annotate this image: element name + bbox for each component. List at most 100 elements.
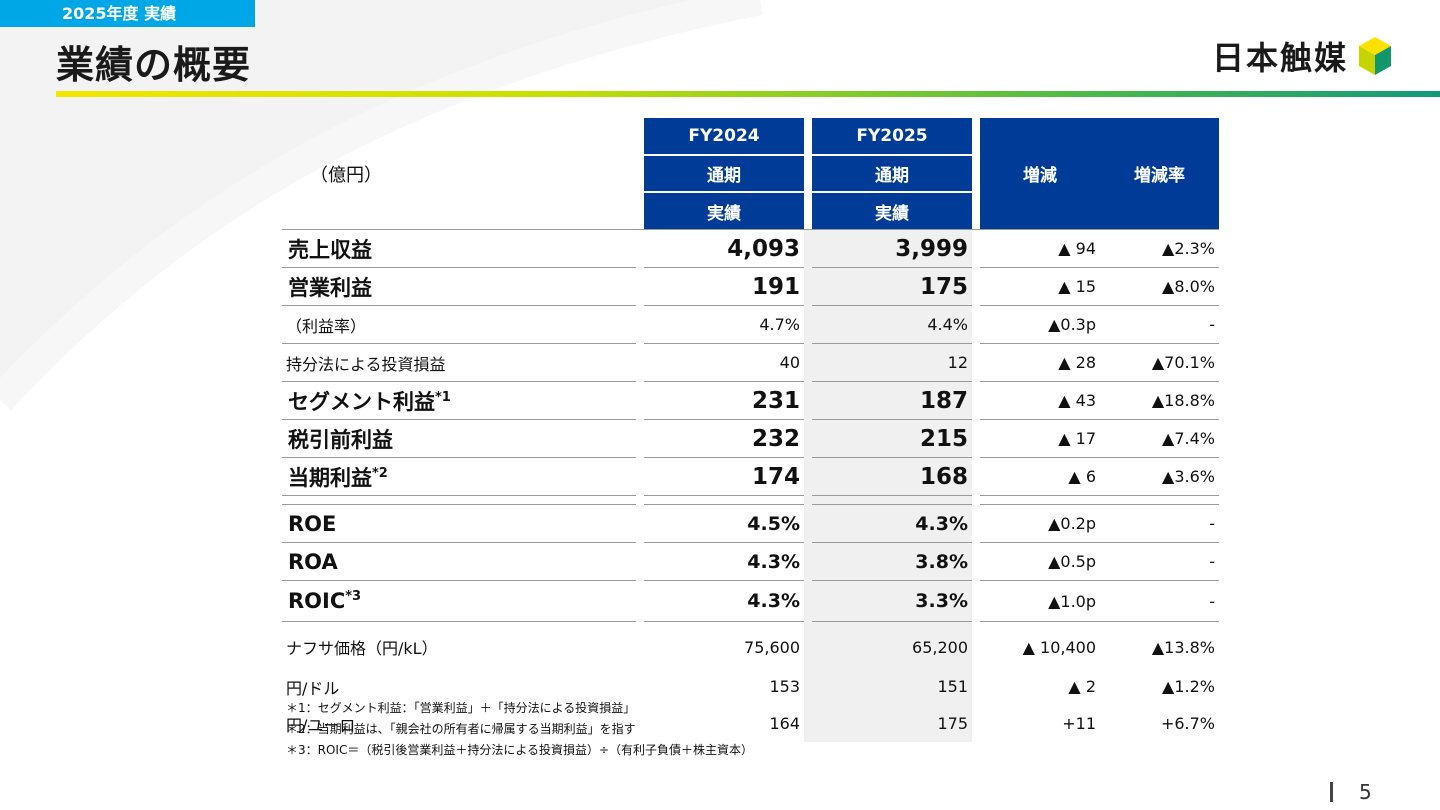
row-label-cell: 当期利益*2	[282, 457, 636, 496]
fy2025-value: 215	[812, 419, 972, 458]
fy2024-value: 174	[644, 457, 804, 496]
row-label: 売上収益	[282, 229, 636, 268]
fy2024-value: 4.3%	[644, 542, 804, 581]
row-label: ROE	[282, 504, 636, 543]
table-row: 営業利益 191 175 ▲ 15 ▲8.0%	[282, 267, 1219, 306]
change-value: ▲ 43	[980, 381, 1100, 420]
footnotes: ＊1：セグメント利益：「営業利益」＋「持分法による投資損益」 ＊2：当期利益は、…	[286, 698, 753, 761]
header-row-year: （億円） FY2024 FY2025 増減 増減率	[282, 118, 1219, 230]
footnote-1: ＊1：セグメント利益：「営業利益」＋「持分法による投資損益」	[286, 701, 636, 715]
financial-summary-table: （億円） FY2024 FY2025 増減 増減率 通期 通期 実績 実績 売上…	[282, 118, 1219, 742]
page-number-area: 5	[1330, 780, 1372, 804]
unit-label: （億円）	[310, 164, 382, 186]
fy2025-value: 3,999	[812, 229, 972, 268]
fy2024-value: 231	[644, 381, 804, 420]
change-value: ▲ 28	[980, 343, 1100, 382]
fy2024-value: 4.7%	[644, 305, 804, 344]
row-label-cell: ROIC*3	[282, 580, 636, 622]
change-rate-value: ▲7.4%	[1100, 419, 1219, 458]
table-row: 税引前利益 232 215 ▲ 17 ▲7.4%	[282, 419, 1219, 458]
fy2024-value: 153	[769, 677, 800, 696]
section-divider	[282, 495, 1219, 505]
footnote-3: ＊3：ROIC＝（税引後営業利益＋持分法による投資損益）÷（有利子負債＋株主資本…	[286, 743, 754, 757]
page-number-divider	[1330, 782, 1333, 802]
change-rate-value: ▲3.6%	[1100, 457, 1219, 496]
change-value: ▲ 94	[980, 229, 1100, 268]
row-label: ナフサ価格（円/kL）	[286, 639, 438, 658]
col-fy2024-type: 実績	[644, 192, 804, 230]
table-row: 円/ユーロ 164 175 +11 +6.7%	[282, 705, 1219, 742]
row-label: 円/ドル	[286, 678, 340, 698]
fy2025-value: 175	[812, 267, 972, 306]
table-row: ROIC*3 4.3% 3.3% ▲1.0p -	[282, 580, 1219, 622]
fy2024-value: 4.5%	[644, 504, 804, 543]
table-row: ROA 4.3% 3.8% ▲0.5p -	[282, 542, 1219, 581]
change-value: ▲ 15	[980, 267, 1100, 306]
row-label: ROA	[282, 542, 636, 581]
table-row: （利益率） 4.7% 4.4% ▲0.3p -	[282, 305, 1219, 344]
page-title: 業績の概要	[56, 43, 252, 87]
table-row: ナフサ価格（円/kL） 75,600 65,200 ▲ 10,400 ▲13.8…	[282, 621, 1219, 668]
fy2025-value: 187	[812, 381, 972, 420]
table-row: 当期利益*2 174 168 ▲ 6 ▲3.6%	[282, 457, 1219, 496]
fy2025-value: 12	[812, 343, 972, 382]
row-label: セグメント利益	[288, 389, 435, 414]
change-value: ▲ 6	[980, 457, 1100, 496]
change-value: ▲ 2	[1068, 677, 1096, 696]
change-rate-value: ▲8.0%	[1100, 267, 1219, 306]
col-fy2024-year: FY2024	[644, 118, 804, 156]
fy2024-value: 164	[769, 714, 800, 733]
table-row: 売上収益 4,093 3,999 ▲ 94 ▲2.3%	[282, 229, 1219, 268]
change-value: ▲ 10,400	[1022, 637, 1096, 657]
change-value: ▲0.5p	[980, 542, 1100, 581]
row-label-cell: セグメント利益*1	[282, 381, 636, 420]
fy2025-value: 175	[812, 705, 972, 742]
col-change-rate: 増減率	[1100, 118, 1219, 230]
company-logo: 日本触媒	[1212, 36, 1392, 77]
row-label: 当期利益	[288, 465, 372, 490]
row-label: 持分法による投資損益	[282, 343, 636, 382]
row-label: 税引前利益	[282, 419, 636, 458]
change-rate-value: ▲13.8%	[1151, 637, 1215, 657]
change-rate-value: +6.7%	[1160, 714, 1215, 733]
fy2025-value: 168	[812, 457, 972, 496]
footnote-2: ＊2：当期利益は、「親会社の所有者に帰属する当期利益」を指す	[286, 722, 636, 736]
table-row: 円/ドル 153 151 ▲ 2 ▲1.2%	[282, 668, 1219, 705]
fy2024-value: 4.3%	[644, 580, 804, 622]
change-rate-value: ▲1.2%	[1162, 677, 1215, 696]
col-fy2025-period: 通期	[812, 155, 972, 193]
section-tag: 2025年度 実績	[0, 0, 255, 27]
change-rate-value: -	[1100, 542, 1219, 581]
catalyst-cube-logo-icon	[1359, 37, 1392, 75]
fy2024-value: 40	[644, 343, 804, 382]
footnote-ref: *3	[345, 589, 362, 604]
row-label: 円/ユーロ	[286, 715, 356, 735]
title-underline	[56, 91, 1440, 97]
footnote-ref: *1	[435, 389, 451, 405]
change-value: ▲0.2p	[980, 504, 1100, 543]
change-rate-value: -	[1100, 580, 1219, 622]
change-value: ▲1.0p	[980, 580, 1100, 622]
fy2025-value: 65,200	[812, 621, 972, 668]
fy2024-value: 4,093	[644, 229, 804, 268]
fy2025-value: 151	[812, 668, 972, 705]
table-row: ROE 4.5% 4.3% ▲0.2p -	[282, 504, 1219, 543]
col-fy2025-year: FY2025	[812, 118, 972, 156]
change-value: +11	[1062, 714, 1096, 733]
fy2024-value: 75,600	[744, 637, 800, 657]
table-row: セグメント利益*1 231 187 ▲ 43 ▲18.8%	[282, 381, 1219, 420]
change-rate-value: -	[1100, 305, 1219, 344]
change-rate-value: ▲2.3%	[1100, 229, 1219, 268]
logo-text: 日本触媒	[1212, 39, 1349, 77]
row-label: ROIC	[288, 589, 346, 613]
col-fy2025-type: 実績	[812, 192, 972, 230]
fy2025-value: 4.3%	[812, 504, 972, 543]
fy2024-value: 191	[644, 267, 804, 306]
header-row-period: 通期 通期	[282, 155, 1219, 193]
row-label: 営業利益	[282, 267, 636, 306]
fy2025-value: 3.3%	[812, 580, 972, 622]
change-rate-value: ▲18.8%	[1100, 381, 1219, 420]
fy2025-value: 4.4%	[812, 305, 972, 344]
change-rate-value: -	[1100, 504, 1219, 543]
